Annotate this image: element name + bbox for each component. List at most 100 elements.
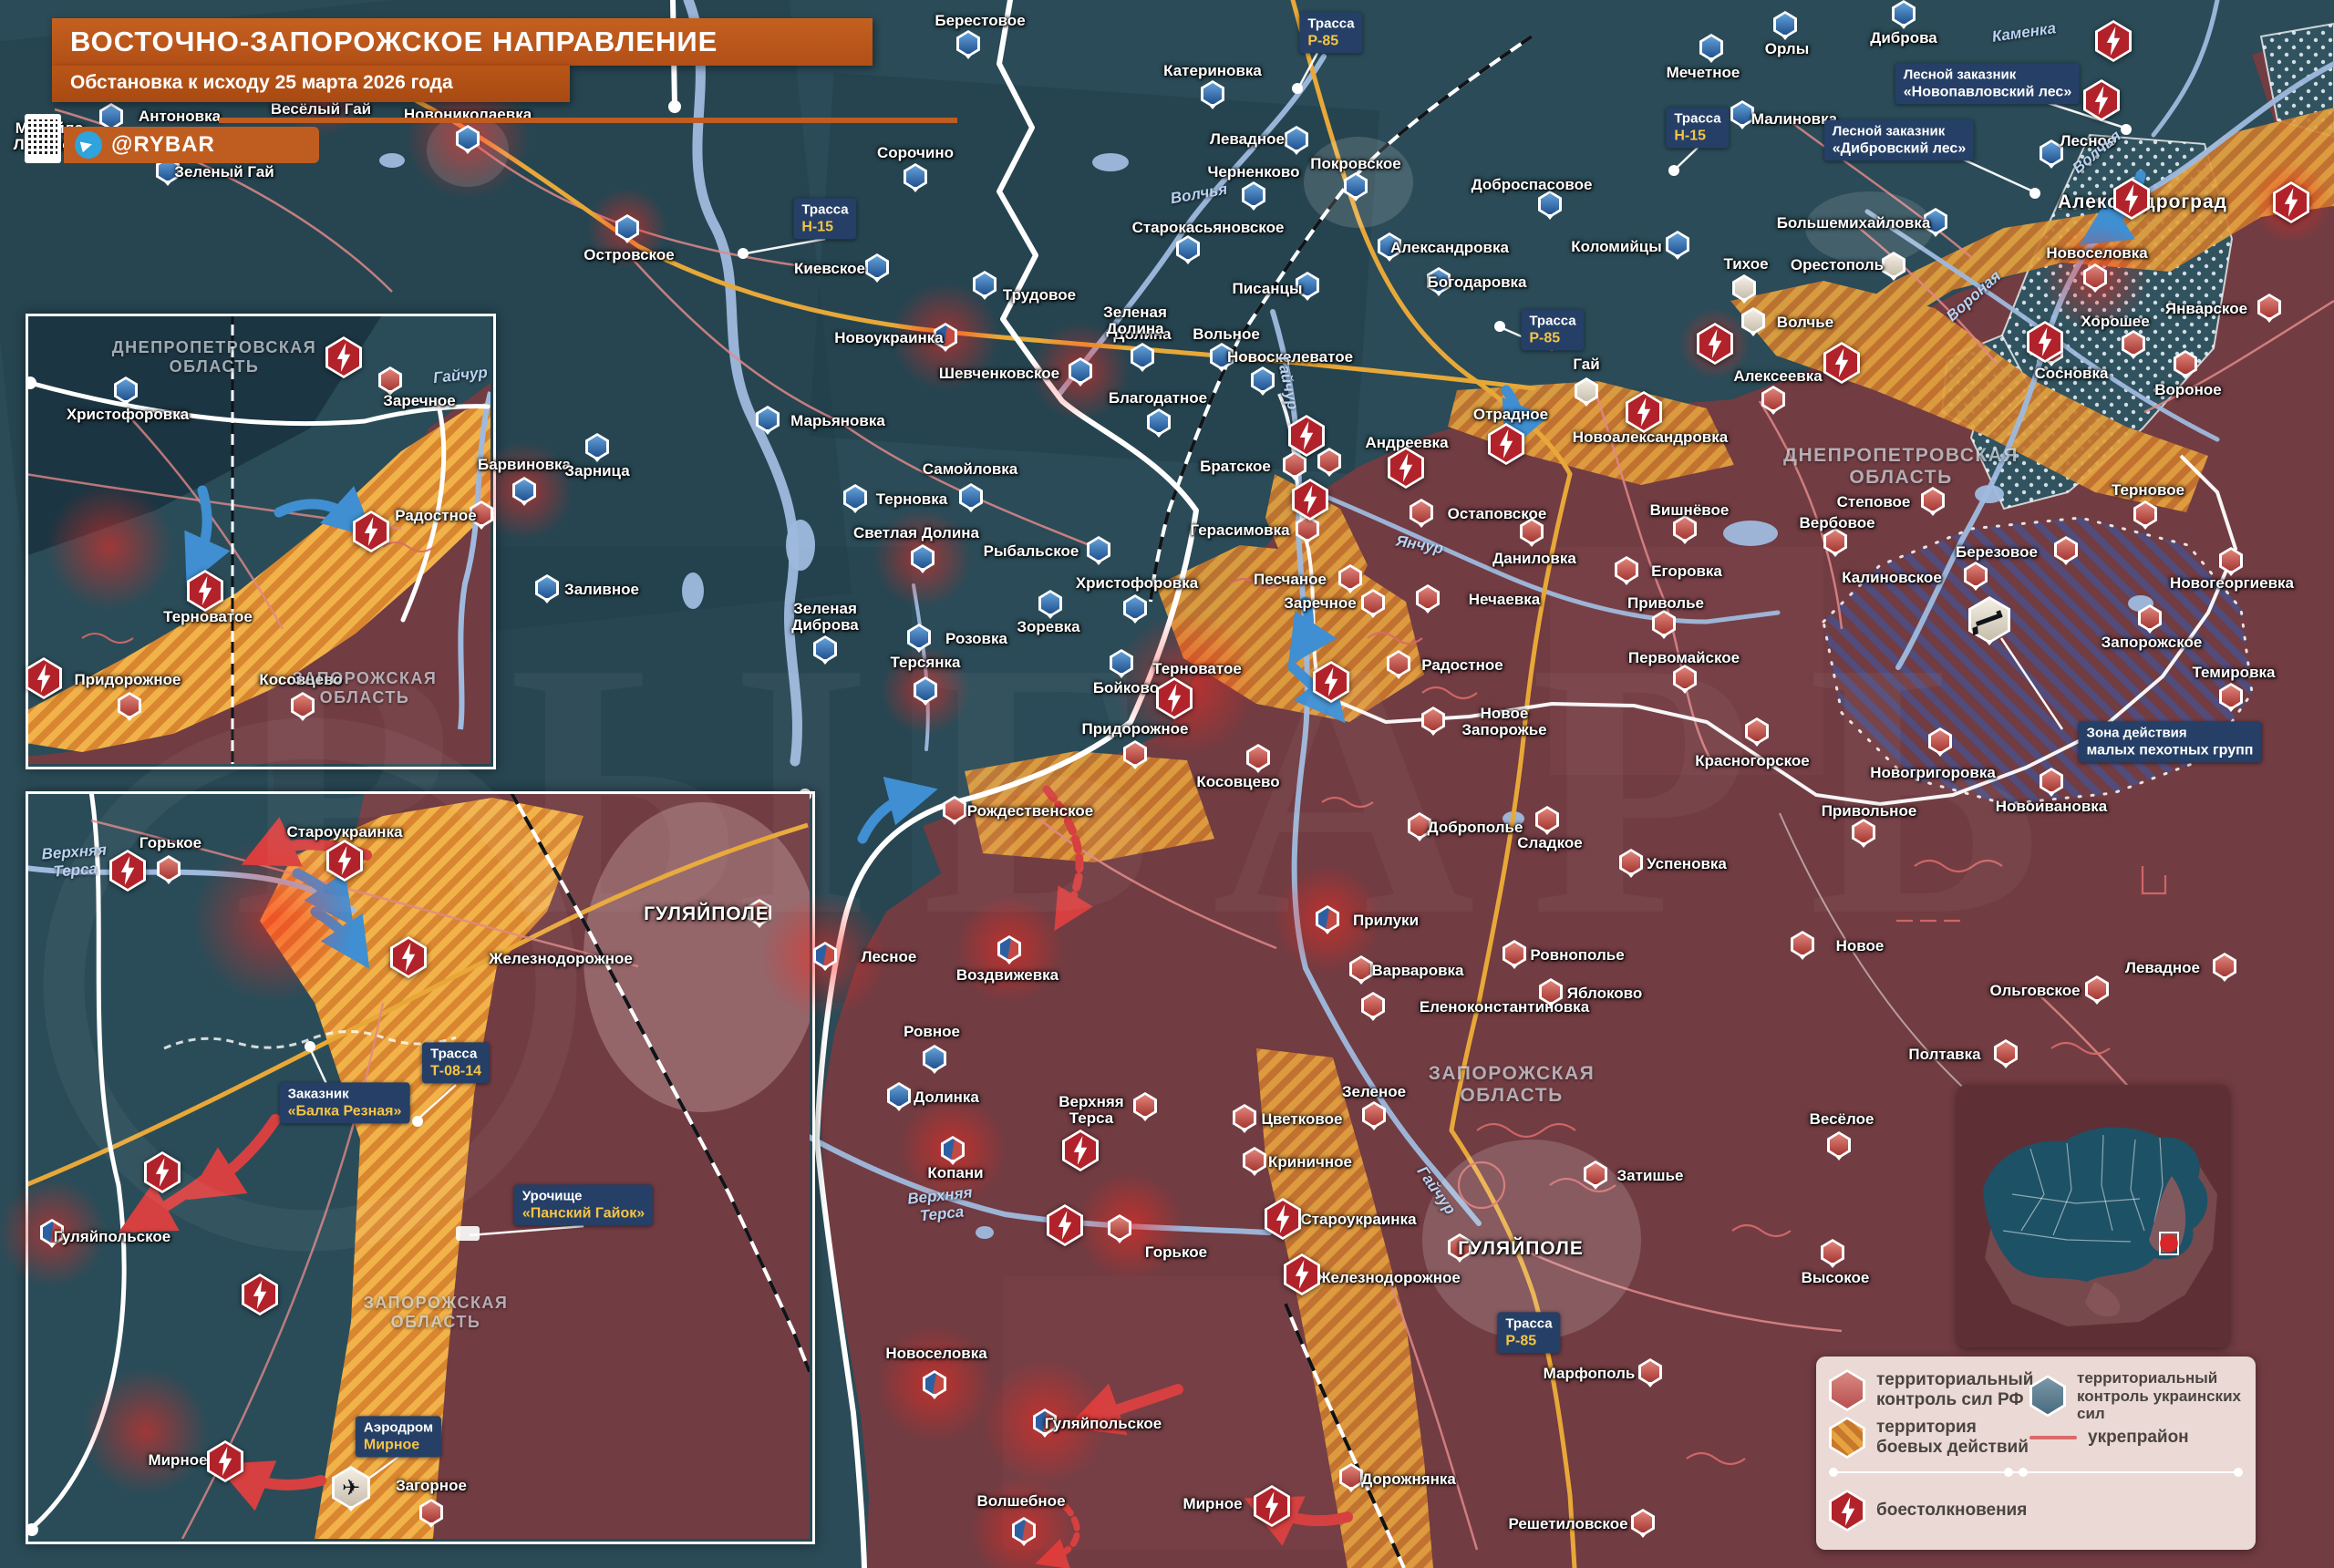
settlement-hex-marker-r — [1421, 707, 1445, 734]
settlement-hex-marker-r — [2083, 263, 2107, 291]
settlement-label: Придорожное — [1081, 720, 1189, 738]
settlement-label: Горькое — [139, 834, 202, 852]
settlement-hex-marker-u — [615, 214, 639, 242]
settlement-label: Бойково — [1092, 679, 1160, 697]
subtitle-banner: Обстановка к исходу 25 марта 2026 года — [52, 66, 570, 102]
map-info-badge: Трасса Р-85 — [1521, 309, 1585, 351]
settlement-label: Ровнополье — [1530, 946, 1625, 965]
settlement-label: Весёлое — [1809, 1110, 1874, 1129]
telegram-bar[interactable]: @RYBAR — [64, 127, 319, 163]
clash-icon — [1313, 661, 1349, 703]
settlement-label: Гай — [1573, 356, 1600, 374]
settlement-label: Железнодорожное — [1317, 1269, 1461, 1287]
settlement-hex-marker-m — [813, 942, 837, 969]
settlement-label: Новое — [1835, 937, 1885, 955]
settlement-hex-marker-r — [118, 692, 141, 719]
river-label: Верхняя Терса — [906, 1183, 974, 1225]
settlement-hex-marker-r — [1652, 610, 1676, 637]
clash-icon — [2095, 20, 2132, 62]
settlement-hex-marker-u — [1892, 0, 1916, 27]
clash-icon — [2273, 181, 2309, 223]
clash-icon — [390, 936, 427, 978]
settlement-hex-marker-r — [2213, 953, 2236, 980]
settlement-label: Новоселовка — [885, 1345, 987, 1363]
settlement-hex-marker-r — [1339, 1463, 1363, 1491]
legend-combat-hex-icon — [1829, 1417, 1865, 1459]
river-label: Янчур — [1394, 531, 1445, 558]
settlement-hex-marker-u — [114, 377, 138, 404]
clash-icon — [1284, 1253, 1320, 1295]
settlement-hex-marker-r — [1994, 1039, 2018, 1067]
settlement-hex-marker-r — [1535, 806, 1559, 833]
settlement-hex-marker-r — [2122, 330, 2145, 357]
clash-icon — [187, 570, 223, 612]
settlement-hex-marker-u — [99, 103, 123, 130]
settlement-hex-marker-r — [1821, 1239, 1844, 1266]
river-label: Волчья — [2069, 127, 2124, 178]
settlement-hex-marker-r — [943, 796, 966, 823]
settlement-hex-marker-r — [2085, 975, 2109, 1003]
settlement-label: Вольное — [1193, 325, 1260, 344]
settlement-hex-marker-u — [1110, 649, 1133, 676]
settlement-label: Хорошее — [2081, 313, 2150, 331]
settlement-label: Коломийцы — [1571, 238, 1662, 256]
settlement-hex-marker-u — [535, 574, 559, 602]
settlement-hex-marker-w — [1575, 377, 1598, 405]
settlement-label: Большемихайловка — [1776, 214, 1931, 232]
settlement-label: Долинка — [914, 1088, 979, 1107]
settlement-label: Александровка — [1390, 239, 1509, 257]
hotspot-glow — [82, 1367, 210, 1495]
settlement-hex-marker-u — [923, 1045, 946, 1072]
channel-handle: @RYBAR — [111, 132, 215, 157]
settlement-hex-marker-u — [1378, 232, 1401, 260]
settlement-label: Яблоково — [1566, 985, 1643, 1003]
settlement-hex-marker-w — [1882, 252, 1905, 279]
settlement-hex-marker-u — [1427, 267, 1451, 294]
settlement-hex-marker-u — [756, 406, 780, 433]
settlement-label: Отрадное — [1472, 406, 1549, 424]
clash-icon — [1488, 423, 1524, 465]
settlement-hex-marker-r — [1361, 589, 1385, 616]
settlement-label: Герасимовка — [1190, 521, 1290, 540]
settlement-hex-marker-u — [914, 676, 937, 704]
settlement-hex-marker-r — [2138, 604, 2162, 632]
settlement-hex-marker-u — [1210, 343, 1234, 370]
settlement-label: Загорное — [396, 1477, 467, 1495]
settlement-hex-marker-u — [887, 1082, 911, 1109]
settlement-hex-marker-u — [904, 163, 927, 191]
settlement-hex-marker-r — [1408, 812, 1431, 840]
settlement-hex-marker-u — [843, 484, 867, 511]
title-banner: ВОСТОЧНО-ЗАПОРОЖСКОЕ НАПРАВЛЕНИЕ — [52, 18, 873, 66]
settlement-label: Железнодорожное — [489, 950, 633, 968]
settlement-hex-marker-u — [1069, 357, 1092, 385]
settlement-label: Криничное — [1268, 1153, 1352, 1171]
settlement-hex-marker-u — [1201, 80, 1224, 108]
settlement-hex-marker-r — [1791, 931, 1814, 958]
map-info-badge: Лесной заказник «Новопавловский лес» — [1895, 63, 2081, 105]
clash-icon — [1265, 1198, 1301, 1240]
settlement-hex-marker-u — [1176, 235, 1200, 263]
settlement-label: Доброспасовое — [1471, 176, 1593, 194]
settlement-label: Зеленая Долина — [1103, 304, 1167, 337]
settlement-hex-marker-u — [911, 544, 935, 572]
settlement-label: Горькое — [1144, 1243, 1208, 1262]
settlement-label: Новогригоровка — [1870, 764, 1996, 782]
settlement-label: Еленоконстантиновка — [1419, 998, 1590, 1016]
settlement-hex-marker-u — [1147, 408, 1171, 436]
settlement-hex-marker-r — [1123, 740, 1147, 768]
map-info-badge: Лесной заказник «Дибровский лес» — [1823, 119, 1975, 161]
settlement-label: Тихое — [1723, 255, 1769, 273]
settlement-hex-marker-r — [1416, 584, 1440, 612]
settlement-hex-marker-r — [1852, 819, 1875, 846]
settlement-hex-marker-m — [1316, 905, 1339, 933]
clash-icon — [1254, 1485, 1290, 1527]
settlement-hex-marker-r — [1387, 650, 1410, 677]
map-info-badge: Трасса Н-15 — [793, 198, 857, 240]
settlement-label: Мирное — [148, 1451, 208, 1470]
settlement-hex-marker-r — [1520, 518, 1544, 545]
map-info-badge: Трасса Н-15 — [1666, 107, 1730, 149]
map-info-badge: Трасса Т-08-14 — [421, 1042, 491, 1084]
settlement-label: Сосновка — [2034, 365, 2109, 383]
